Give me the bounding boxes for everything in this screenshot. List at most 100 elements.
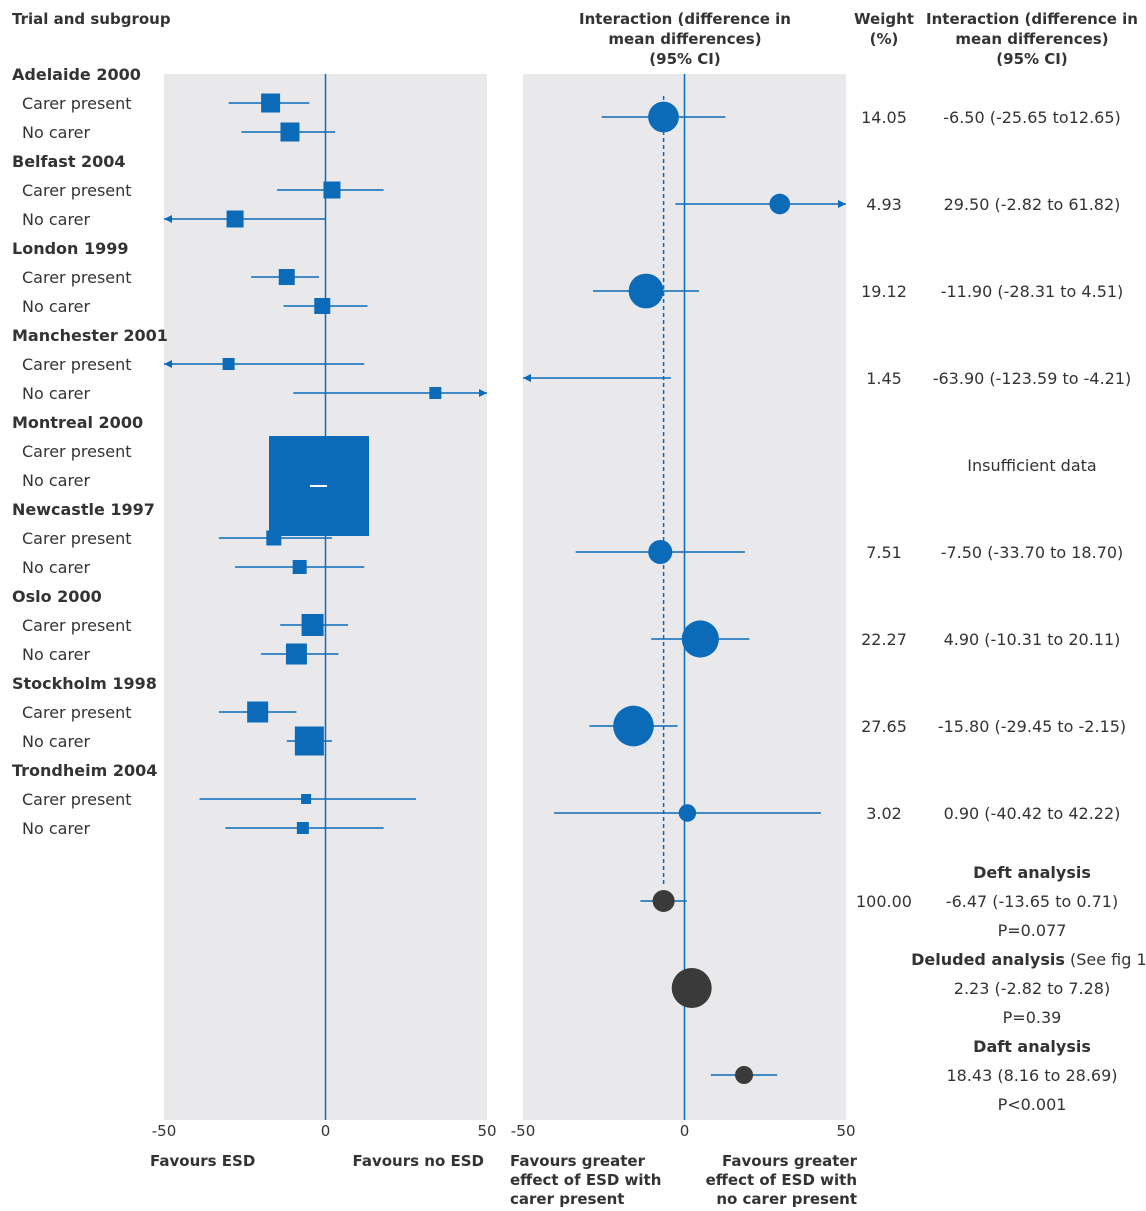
point-estimate-square [285, 643, 307, 665]
p-value: P=0.077 [998, 921, 1067, 940]
favours-right-label: no carer present [716, 1190, 857, 1208]
header-interaction-ci-line3: (95% CI) [996, 50, 1067, 68]
header-interaction-line2: mean differences) [608, 30, 761, 48]
subgroup-label: No carer [22, 384, 91, 403]
weight-value: 27.65 [861, 717, 907, 736]
point-estimate-square [222, 358, 235, 370]
left-forest-plot: Adelaide 2000 Carer present No carer Belfas… [12, 65, 497, 1170]
point-estimate-circle [613, 705, 654, 747]
p-value: P=0.39 [1003, 1008, 1062, 1027]
point-estimate-square [429, 387, 442, 399]
favours-right-label: Favours no ESD [352, 1152, 484, 1170]
x-tick-label: -50 [511, 1122, 536, 1140]
pooled-estimate-circle [671, 968, 712, 1008]
subgroup-label: No carer [22, 558, 91, 577]
trial-name: London 1999 [12, 239, 129, 258]
trial-name: Manchester 2001 [12, 326, 168, 345]
point-estimate-circle [681, 620, 719, 658]
point-estimate-square [294, 726, 324, 756]
interaction-ci-value: -6.50 (-25.65 to12.65) [943, 108, 1121, 127]
interaction-ci-value: -63.90 (-123.59 to -4.21) [933, 369, 1132, 388]
subgroup-label: Carer present [22, 268, 132, 287]
trial-name: Trondheim 2004 [12, 761, 157, 780]
point-estimate-square [278, 269, 295, 285]
arrow-left-marker [164, 360, 172, 368]
weight-value: 7.51 [866, 543, 902, 562]
subgroup-label: Carer present [22, 442, 132, 461]
header-trial-and-subgroup: Trial and subgroup [12, 10, 171, 28]
point-estimate-circle [648, 101, 679, 133]
trial-name: Oslo 2000 [12, 587, 102, 606]
interaction-ci-value: 4.90 (-10.31 to 20.11) [944, 630, 1121, 649]
header-weight-line2: (%) [870, 30, 899, 48]
point-estimate-square [314, 298, 331, 314]
subgroup-label: No carer [22, 645, 91, 664]
analysis-note: (See fig 1) [1065, 950, 1146, 969]
point-estimate-square [226, 210, 244, 228]
analysis-name-bold: Deluded analysis [911, 950, 1065, 969]
point-estimate-square [301, 614, 324, 636]
subgroup-label: Carer present [22, 703, 132, 722]
interaction-ci-value: 2.23 (-2.82 to 7.28) [954, 979, 1110, 998]
favours-left-label: carer present [510, 1190, 624, 1208]
weight-value: 1.45 [866, 369, 902, 388]
weight-value: 22.27 [861, 630, 907, 649]
subgroup-label: Carer present [22, 616, 132, 635]
header-interaction-line1: Interaction (difference in [579, 10, 791, 28]
favours-right-label: effect of ESD with [706, 1171, 857, 1189]
x-tick-label: 50 [836, 1122, 855, 1140]
weight-value: 3.02 [866, 804, 902, 823]
interaction-ci-value: -11.90 (-28.31 to 4.51) [941, 282, 1124, 301]
header-weight-line1: Weight [854, 10, 914, 28]
subgroup-label: Carer present [22, 529, 132, 548]
x-tick-label: -50 [152, 1122, 177, 1140]
insufficient-data-label: Insufficient data [967, 456, 1096, 475]
x-tick-label: 50 [477, 1122, 496, 1140]
point-estimate-square [296, 822, 309, 834]
point-estimate-square [323, 181, 341, 199]
weight-value: 4.93 [866, 195, 902, 214]
point-estimate-circle [769, 193, 791, 215]
trial-name: Newcastle 1997 [12, 500, 155, 519]
trial-name: Stockholm 1998 [12, 674, 157, 693]
interaction-ci-value: -15.80 (-29.45 to -2.15) [938, 717, 1126, 736]
point-estimate-square [247, 701, 269, 723]
point-estimate-square [292, 560, 307, 574]
subgroup-label: No carer [22, 210, 91, 229]
point-estimate-circle [678, 804, 697, 822]
point-estimate-square [261, 93, 281, 113]
trial-name: Adelaide 2000 [12, 65, 141, 84]
favours-left-label: Favours greater [510, 1152, 646, 1170]
favours-left-label: Favours ESD [150, 1152, 255, 1170]
subgroup-label: Carer present [22, 355, 132, 374]
results-table: 14.05 -6.50 (-25.65 to12.65) 4.93 29.50 (-2… [856, 108, 1146, 1114]
analysis-name-bold: Deft analysis [973, 863, 1091, 882]
point-estimate-circle [648, 539, 673, 565]
point-estimate-square [301, 794, 312, 804]
interaction-ci-value: -6.47 (-13.65 to 0.71) [946, 892, 1118, 911]
trial-name: Belfast 2004 [12, 152, 126, 171]
favours-right-label: Favours greater [722, 1152, 858, 1170]
weight-value: 100.00 [856, 892, 912, 911]
pooled-estimate-circle [735, 1066, 754, 1084]
subgroup-label: No carer [22, 297, 91, 316]
subgroup-label: No carer [22, 123, 91, 142]
interaction-ci-value: 18.43 (8.16 to 28.69) [946, 1066, 1117, 1085]
arrow-right-marker [838, 200, 846, 208]
analysis-name: Deft analysis [973, 863, 1091, 882]
subgroup-label: Carer present [22, 790, 132, 809]
point-estimate-circle [628, 273, 664, 309]
subgroup-label: Carer present [22, 94, 132, 113]
pooled-estimate-circle [652, 890, 675, 912]
point-estimate-square [280, 122, 300, 142]
p-value: P<0.001 [998, 1095, 1067, 1114]
analysis-name-bold: Daft analysis [973, 1037, 1091, 1056]
interaction-ci-value: 0.90 (-40.42 to 42.22) [944, 804, 1121, 823]
header-interaction-ci-line2: mean differences) [955, 30, 1108, 48]
weight-value: 14.05 [861, 108, 907, 127]
arrow-right-marker [479, 389, 487, 397]
header-interaction-line3: (95% CI) [649, 50, 720, 68]
interaction-ci-value: -7.50 (-33.70 to 18.70) [941, 543, 1124, 562]
